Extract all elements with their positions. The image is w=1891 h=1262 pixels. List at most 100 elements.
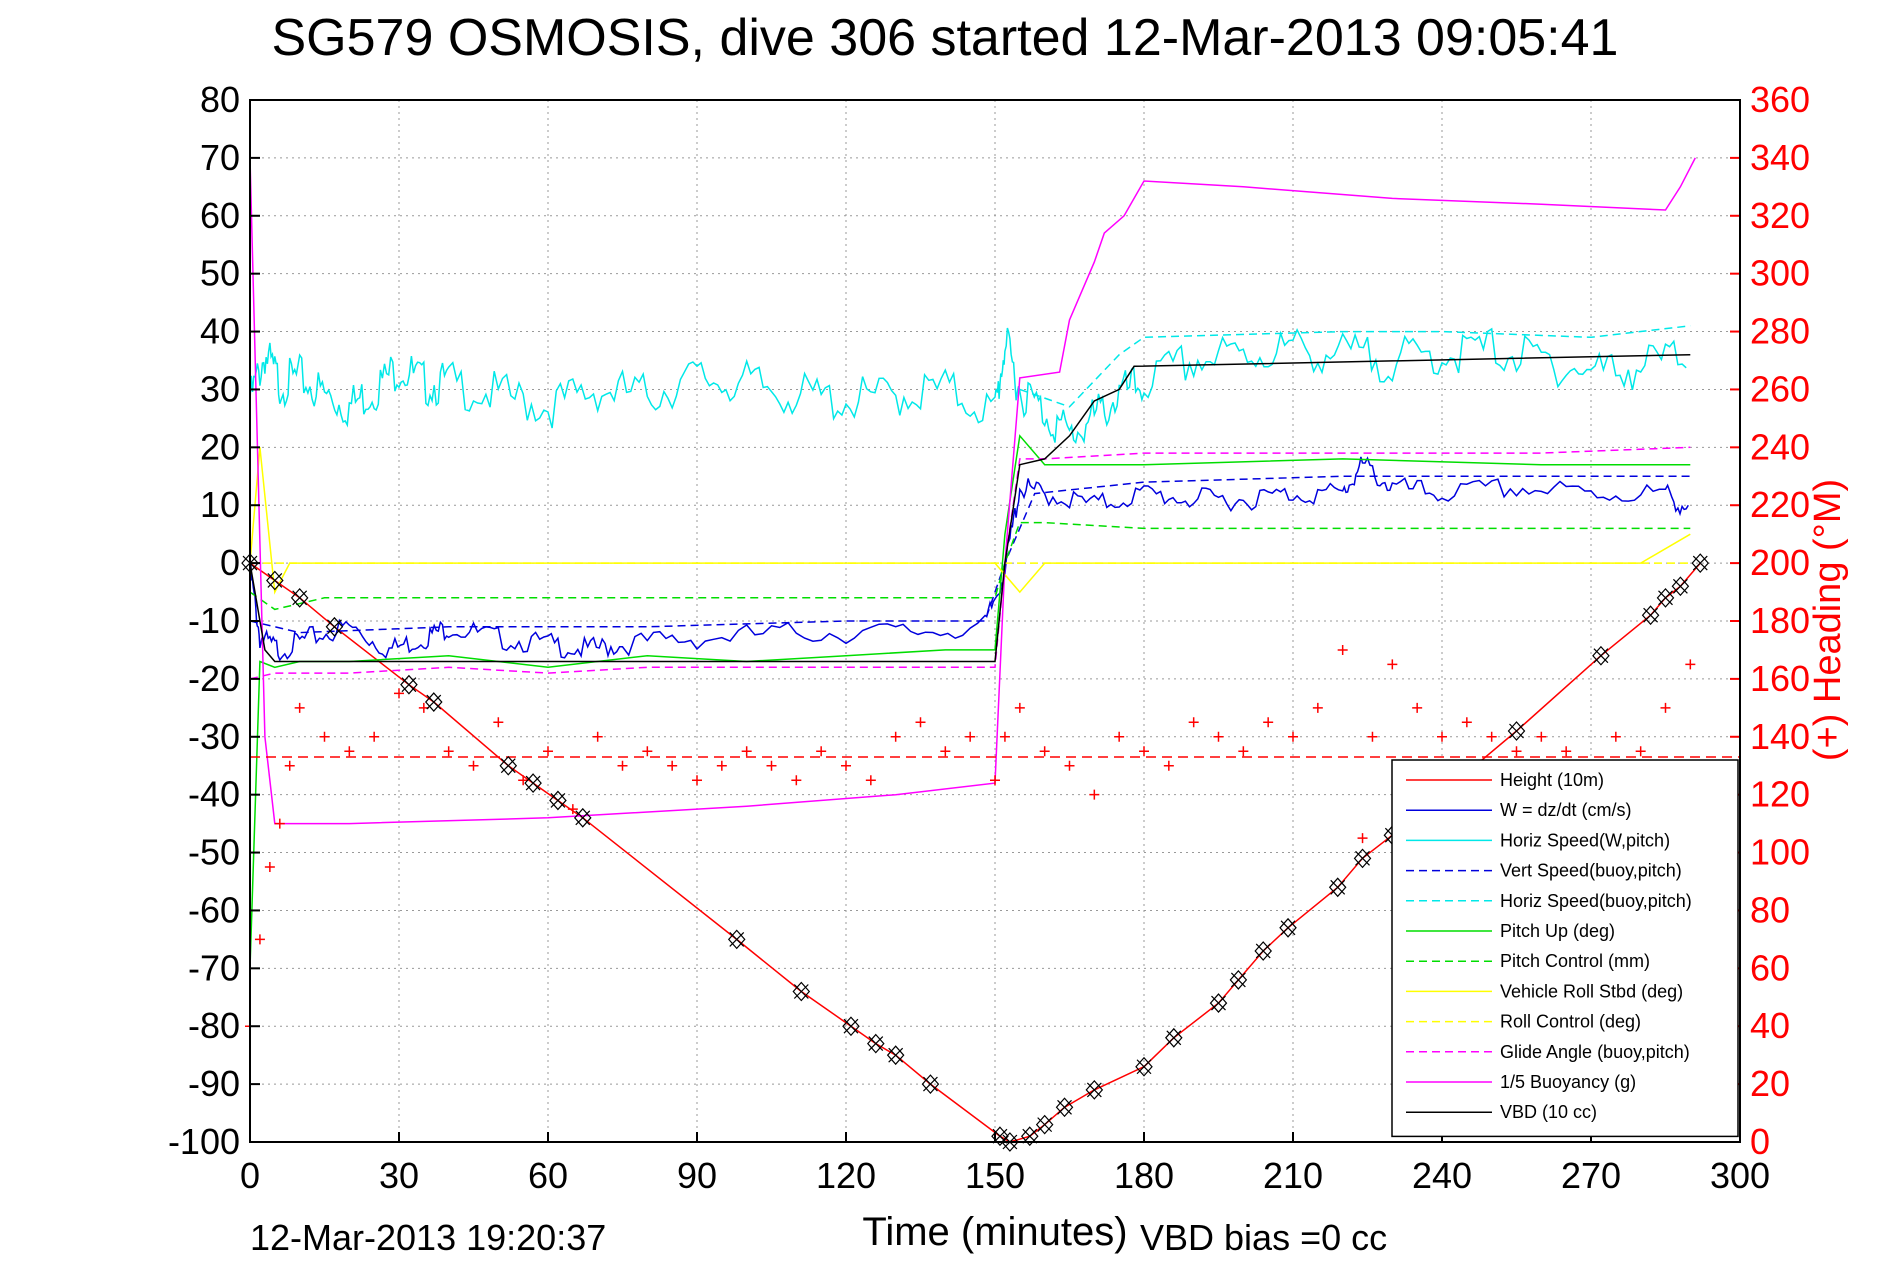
- height-marker: [1020, 1126, 1039, 1147]
- heading-marker: [940, 746, 951, 757]
- height-marker: [1135, 1056, 1153, 1077]
- height-marker: [1164, 1027, 1183, 1048]
- legend-label: W = dz/dt (cm/s): [1500, 800, 1632, 820]
- y2-tick-label: 360: [1750, 79, 1810, 120]
- y2-tick-label: 120: [1750, 774, 1810, 815]
- legend-label: 1/5 Buoyancy (g): [1500, 1072, 1636, 1092]
- heading-marker: [1685, 659, 1696, 670]
- y-tick-label: -10: [188, 600, 240, 641]
- y-tick-label: 80: [200, 79, 240, 120]
- heading-marker: [284, 760, 295, 771]
- y-tick-label: 40: [200, 311, 240, 352]
- heading-marker: [493, 717, 504, 728]
- series-layer: [245, 157, 1740, 1143]
- x-axis-label: Time (minutes): [862, 1210, 1127, 1254]
- height-marker: [1055, 1097, 1074, 1118]
- y-tick-label: -50: [188, 832, 240, 873]
- height-marker: [499, 755, 518, 776]
- heading-marker: [468, 760, 479, 771]
- heading-marker: [1139, 746, 1149, 757]
- height-marker: [1592, 645, 1610, 666]
- x-tick-label: 120: [816, 1155, 876, 1196]
- height-marker: [1641, 605, 1660, 626]
- legend-label: Pitch Control (mm): [1500, 951, 1650, 971]
- legend-box: [1391, 759, 1739, 1138]
- heading-marker: [1511, 746, 1522, 757]
- height-marker: [991, 1126, 1009, 1147]
- heading-marker: [791, 775, 802, 786]
- heading-marker: [1461, 717, 1472, 728]
- x-tick-label: 30: [379, 1155, 419, 1196]
- series-line-4: [1019, 325, 1691, 408]
- heading-marker: [642, 746, 653, 757]
- series-line-6: [249, 521, 1691, 611]
- height-marker: [1229, 970, 1248, 990]
- height-marker: [1279, 917, 1297, 938]
- heading-marker: [1114, 731, 1125, 742]
- height-marker: [727, 929, 746, 950]
- heading-marker: [841, 760, 851, 771]
- heading-marker: [1357, 833, 1368, 844]
- height-marker: [266, 570, 284, 591]
- x-tick-label: 240: [1412, 1155, 1472, 1196]
- y-tick-label: 10: [200, 484, 240, 525]
- heading-marker: [1337, 644, 1348, 655]
- legend-label: Horiz Speed(W,pitch): [1500, 830, 1670, 850]
- heading-marker: [667, 760, 678, 771]
- heading-marker: [274, 818, 285, 829]
- y-tick-label: 0: [220, 542, 240, 583]
- height-marker: [1671, 576, 1690, 597]
- heading-marker: [369, 731, 380, 742]
- heading-marker: [443, 746, 454, 757]
- heading-marker: [741, 746, 752, 757]
- x-tick-label: 0: [240, 1155, 260, 1196]
- heading-marker: [1014, 702, 1025, 713]
- series-line-11: [249, 353, 1691, 663]
- series-line-10: [249, 157, 1696, 825]
- heading-marker: [1064, 760, 1075, 771]
- y-tick-label: -100: [168, 1121, 240, 1162]
- height-marker: [325, 616, 344, 637]
- height-marker: [1656, 587, 1675, 608]
- y-tick-label: -70: [188, 947, 240, 988]
- heading-marker: [1039, 746, 1050, 757]
- heading-marker: [592, 731, 603, 742]
- y2-tick-label: 180: [1750, 600, 1810, 641]
- chart-title: SG579 OSMOSIS, dive 306 started 12-Mar-2…: [272, 9, 1619, 67]
- heading-marker: [319, 731, 330, 742]
- height-marker: [842, 1016, 860, 1037]
- heading-marker: [1163, 760, 1174, 771]
- legend-label: VBD (10 cc): [1500, 1102, 1597, 1122]
- heading-marker: [999, 731, 1010, 742]
- footer-timestamp: 12-Mar-2013 19:20:37: [250, 1217, 606, 1258]
- heading-marker: [1213, 731, 1224, 742]
- y2-tick-label: 80: [1750, 889, 1790, 930]
- y2-tick-label: 240: [1750, 426, 1810, 467]
- heading-marker: [1437, 731, 1447, 742]
- y2-tick-label: 280: [1750, 311, 1810, 352]
- heading-marker: [543, 746, 553, 757]
- heading-marker: [965, 731, 976, 742]
- heading-marker: [716, 760, 727, 771]
- heading-marker: [865, 775, 876, 786]
- y2-tick-label: 20: [1750, 1063, 1790, 1104]
- heading-marker: [816, 746, 827, 757]
- heading-marker: [518, 775, 529, 786]
- height-marker: [792, 981, 811, 1002]
- series-line-9: [249, 446, 1691, 680]
- heading-marker: [1288, 731, 1298, 742]
- heading-marker: [990, 775, 1000, 786]
- legend-label: Vert Speed(buoy,pitch): [1500, 861, 1682, 881]
- x-tick-label: 90: [677, 1155, 717, 1196]
- y2-tick-label: 340: [1750, 137, 1810, 178]
- heading-marker: [394, 688, 404, 699]
- x-tick-label: 150: [965, 1155, 1025, 1196]
- y2-tick-label: 300: [1750, 253, 1810, 294]
- x-tick-label: 300: [1710, 1155, 1770, 1196]
- heading-marker: [567, 804, 578, 815]
- height-marker: [1507, 721, 1526, 741]
- series-line-2: [249, 475, 1691, 634]
- y-tick-label: -30: [188, 716, 240, 757]
- height-marker: [424, 692, 443, 712]
- legend: Height (10m) W = dz/dt (cm/s) Horiz Speed(…: [1391, 759, 1739, 1138]
